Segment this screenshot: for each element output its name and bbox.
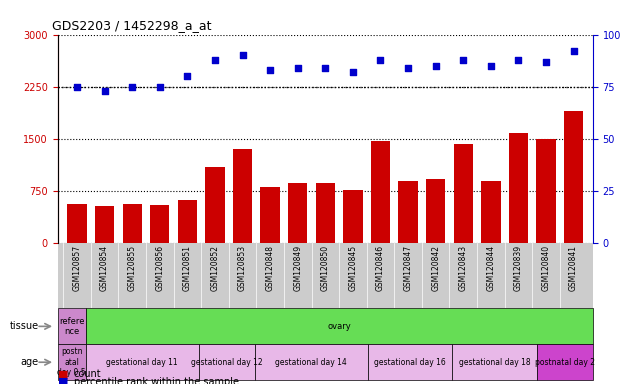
Point bbox=[431, 63, 441, 69]
Text: GDS2203 / 1452298_a_at: GDS2203 / 1452298_a_at bbox=[53, 19, 212, 32]
Point bbox=[320, 65, 331, 71]
Bar bbox=[86, 344, 199, 380]
Text: ■: ■ bbox=[58, 369, 68, 379]
Text: ovary: ovary bbox=[328, 322, 351, 331]
Point bbox=[458, 56, 469, 63]
Text: GSM120856: GSM120856 bbox=[155, 245, 164, 291]
Text: gestational day 11: gestational day 11 bbox=[106, 358, 178, 367]
Bar bbox=[255, 344, 367, 380]
Point bbox=[486, 63, 496, 69]
Text: refere
nce: refere nce bbox=[59, 317, 85, 336]
Text: GSM120852: GSM120852 bbox=[210, 245, 219, 291]
Point bbox=[513, 56, 524, 63]
Text: ■: ■ bbox=[58, 377, 68, 384]
Text: postn
atal
day 0.5: postn atal day 0.5 bbox=[58, 347, 86, 377]
Point bbox=[127, 84, 137, 90]
Text: GSM120851: GSM120851 bbox=[183, 245, 192, 291]
Point bbox=[376, 56, 386, 63]
Text: gestational day 16: gestational day 16 bbox=[374, 358, 445, 367]
Text: percentile rank within the sample: percentile rank within the sample bbox=[74, 377, 238, 384]
Bar bbox=[371, 141, 390, 243]
Bar bbox=[452, 344, 537, 380]
Point bbox=[292, 65, 303, 71]
Bar bbox=[315, 183, 335, 243]
Bar bbox=[95, 206, 114, 243]
Point bbox=[99, 88, 110, 94]
Point bbox=[72, 84, 82, 90]
Text: GSM120843: GSM120843 bbox=[459, 245, 468, 291]
Text: count: count bbox=[74, 369, 101, 379]
Bar bbox=[564, 111, 583, 243]
Bar bbox=[537, 139, 556, 243]
Text: GSM120839: GSM120839 bbox=[514, 245, 523, 291]
Bar bbox=[178, 200, 197, 243]
Text: GSM120848: GSM120848 bbox=[265, 245, 274, 291]
Bar bbox=[67, 204, 87, 243]
Text: GSM120854: GSM120854 bbox=[100, 245, 109, 291]
Text: postnatal day 2: postnatal day 2 bbox=[535, 358, 595, 367]
Point bbox=[237, 52, 247, 58]
Bar bbox=[537, 344, 593, 380]
Point bbox=[265, 67, 275, 73]
Text: GSM120846: GSM120846 bbox=[376, 245, 385, 291]
Text: GSM120855: GSM120855 bbox=[128, 245, 137, 291]
Point bbox=[403, 65, 413, 71]
Point bbox=[210, 56, 220, 63]
Bar bbox=[509, 132, 528, 243]
Point bbox=[569, 48, 579, 54]
Bar bbox=[199, 344, 255, 380]
Bar bbox=[367, 344, 452, 380]
Text: GSM120847: GSM120847 bbox=[404, 245, 413, 291]
Text: GSM120842: GSM120842 bbox=[431, 245, 440, 291]
Text: GSM120840: GSM120840 bbox=[542, 245, 551, 291]
Point bbox=[348, 69, 358, 75]
Bar bbox=[288, 183, 308, 243]
Text: GSM120841: GSM120841 bbox=[569, 245, 578, 291]
Bar bbox=[233, 149, 252, 243]
Text: gestational day 14: gestational day 14 bbox=[276, 358, 347, 367]
Text: GSM120853: GSM120853 bbox=[238, 245, 247, 291]
Bar bbox=[58, 308, 86, 344]
Point bbox=[541, 59, 551, 65]
Bar bbox=[343, 190, 363, 243]
Text: GSM120845: GSM120845 bbox=[349, 245, 358, 291]
Bar bbox=[481, 180, 501, 243]
Bar bbox=[260, 187, 279, 243]
Text: tissue: tissue bbox=[10, 321, 39, 331]
Text: gestational day 12: gestational day 12 bbox=[191, 358, 263, 367]
Text: GSM120857: GSM120857 bbox=[72, 245, 81, 291]
Point bbox=[154, 84, 165, 90]
Bar bbox=[150, 205, 169, 243]
Bar bbox=[58, 344, 86, 380]
Text: GSM120850: GSM120850 bbox=[320, 245, 330, 291]
Bar bbox=[205, 167, 224, 243]
Text: gestational day 18: gestational day 18 bbox=[458, 358, 530, 367]
Text: age: age bbox=[21, 357, 39, 367]
Bar bbox=[399, 181, 418, 243]
Bar bbox=[426, 179, 445, 243]
Bar bbox=[454, 144, 473, 243]
Text: GSM120844: GSM120844 bbox=[487, 245, 495, 291]
Text: GSM120849: GSM120849 bbox=[293, 245, 302, 291]
Point bbox=[182, 73, 192, 79]
Bar bbox=[122, 204, 142, 243]
